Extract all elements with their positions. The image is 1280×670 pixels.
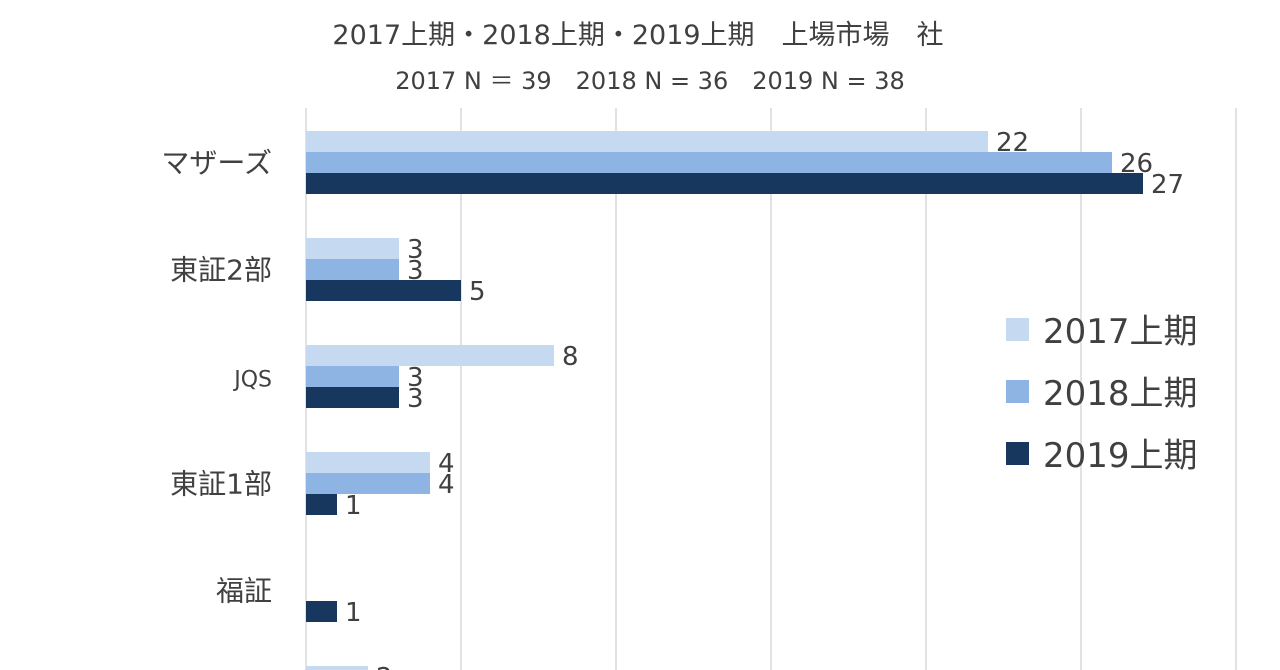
bar-2018上期-東証2部 xyxy=(306,259,399,280)
category-label: 東証2部 xyxy=(170,254,272,287)
bar-2019上期-東証2部 xyxy=(306,280,461,301)
legend-swatch xyxy=(1006,318,1029,341)
data-label: 1 xyxy=(345,491,362,521)
data-label: 22 xyxy=(996,128,1029,158)
category-label: JQS xyxy=(232,368,272,393)
legend-label: 2019上期 xyxy=(1043,436,1198,476)
legend-label: 2018上期 xyxy=(1043,374,1198,414)
value-labels: 22384226334275311 xyxy=(345,128,1184,670)
bar-2019上期-マザーズ xyxy=(306,173,1143,194)
data-label: 1 xyxy=(345,598,362,628)
data-label: 27 xyxy=(1151,170,1184,200)
data-label: 2 xyxy=(376,663,393,670)
bar-2018上期-東証1部 xyxy=(306,473,430,494)
legend: 2017上期 2018上期 2019上期 xyxy=(1006,312,1198,476)
category-label: 東証1部 xyxy=(170,468,272,501)
gridlines xyxy=(305,108,1237,670)
bar-2017上期-東証2部 xyxy=(306,238,399,259)
data-label: 3 xyxy=(407,235,424,265)
bar-2017上期-マザーズ xyxy=(306,131,988,152)
bars xyxy=(306,131,1143,670)
bar-2018上期-JQS xyxy=(306,366,399,387)
bar-2017上期-cat5 xyxy=(306,666,368,670)
data-label: 4 xyxy=(438,470,455,500)
legend-label: 2017上期 xyxy=(1043,312,1198,352)
bar-2017上期-東証1部 xyxy=(306,452,430,473)
category-label: 福証 xyxy=(216,575,272,608)
data-label: 5 xyxy=(469,277,486,307)
chart-subtitle: 2017 N ＝ 39 2018 N = 36 2019 N = 38 xyxy=(395,67,905,95)
bar-2019上期-福証 xyxy=(306,601,337,622)
data-label: 3 xyxy=(407,363,424,393)
bar-2017上期-JQS xyxy=(306,345,554,366)
data-label: 26 xyxy=(1120,149,1153,179)
chart-title: 2017上期・2018上期・2019上期 上場市場 社 xyxy=(332,20,943,51)
data-label: 3 xyxy=(407,256,424,286)
legend-swatch xyxy=(1006,442,1029,465)
bar-2019上期-JQS xyxy=(306,387,399,408)
data-label: 8 xyxy=(562,342,579,372)
data-label: 4 xyxy=(438,449,455,479)
category-label: マザーズ xyxy=(161,147,272,180)
legend-swatch xyxy=(1006,380,1029,403)
data-label: 3 xyxy=(407,384,424,414)
bar-2018上期-マザーズ xyxy=(306,152,1112,173)
bar-2019上期-東証1部 xyxy=(306,494,337,515)
